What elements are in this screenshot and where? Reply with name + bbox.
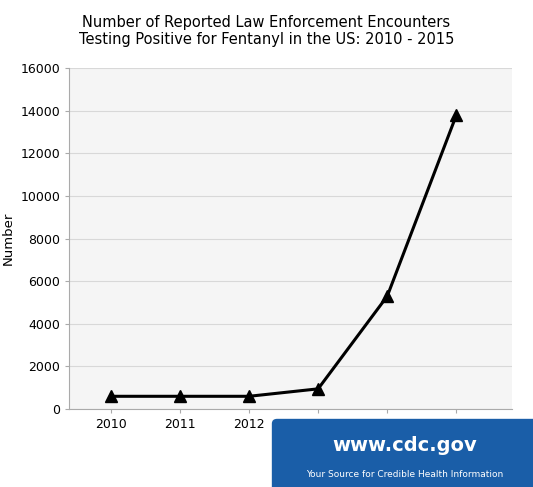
Text: www.cdc.gov: www.cdc.gov — [333, 436, 478, 455]
Y-axis label: Number: Number — [2, 212, 15, 265]
Text: Number of Reported Law Enforcement Encounters
Testing Positive for Fentanyl in t: Number of Reported Law Enforcement Encou… — [79, 15, 454, 47]
Text: Your Source for Credible Health Information: Your Source for Credible Health Informat… — [306, 470, 504, 479]
